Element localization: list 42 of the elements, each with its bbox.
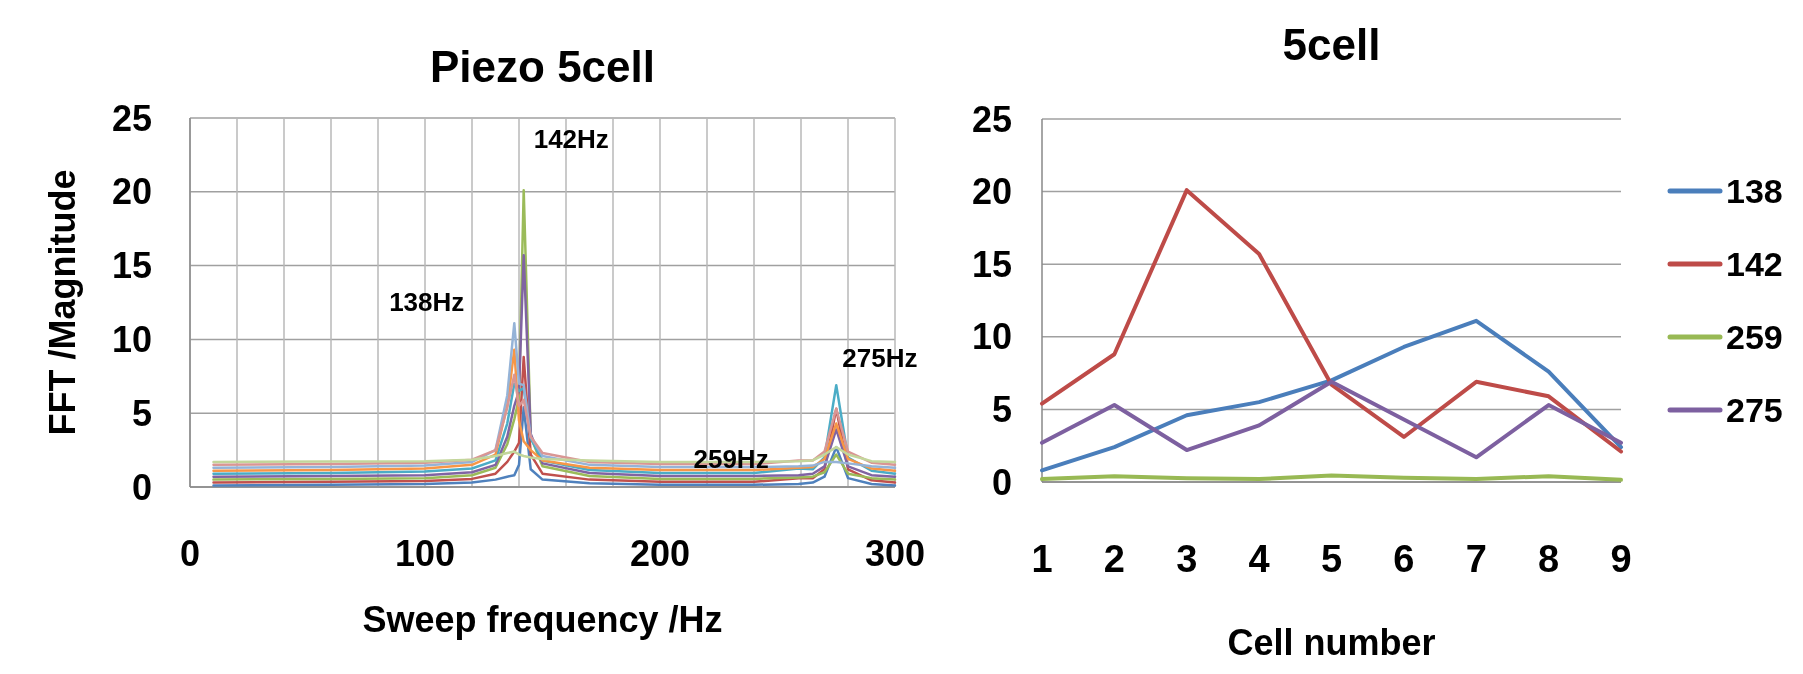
x-tick-label: 3 [1176,538,1198,580]
legend-label: 142 [1726,245,1783,283]
y-tick-label: 10 [111,318,152,360]
y-tick-label: 20 [971,171,1012,213]
x-tick-label: 9 [1610,538,1632,580]
x-tick-label: 5 [1320,538,1343,580]
annotation: 142Hz [533,124,609,155]
chart-title: 5cell [1282,20,1381,69]
y-tick-label: 15 [971,243,1012,285]
y-tick-label: 10 [971,316,1012,358]
y-tick-label: 20 [111,171,152,213]
x-tick-label: 7 [1465,538,1487,580]
legend-label: 138 [1726,172,1783,210]
x-tick-label: 8 [1538,538,1560,580]
y-tick-label: 5 [991,388,1012,430]
line-series [1040,379,1623,460]
line-series [1040,188,1623,454]
chart-title: Piezo 5cell [429,42,656,91]
x-tick-label: 200 [629,533,691,574]
annotation: 259Hz [693,444,769,475]
x-axis-title: Cell number [1227,622,1436,663]
y-tick-label: 0 [131,466,152,508]
y-tick-label: 25 [971,98,1012,140]
x-tick-label: 1 [1031,538,1053,580]
x-tick-label: 300 [864,533,926,574]
legend-label: 259 [1726,318,1783,356]
y-tick-label: 15 [111,245,152,287]
x-tick-label: 4 [1248,538,1270,580]
x-tick-label: 0 [179,533,201,574]
x-tick-label: 2 [1103,538,1125,580]
annotation: 275Hz [842,343,918,374]
annotation: 138Hz [389,287,465,318]
y-axis-title: FFT /Magnitude [41,169,83,436]
x-tick-label: 100 [394,533,456,574]
y-tick-label: 5 [131,392,152,434]
y-tick-label: 0 [991,461,1012,503]
line-series [212,406,897,487]
x-tick-label: 6 [1393,538,1415,580]
x-axis-title: Sweep frequency /Hz [362,599,723,640]
y-tick-label: 25 [111,97,152,139]
line-series [1040,318,1623,473]
legend-label: 275 [1726,391,1783,429]
